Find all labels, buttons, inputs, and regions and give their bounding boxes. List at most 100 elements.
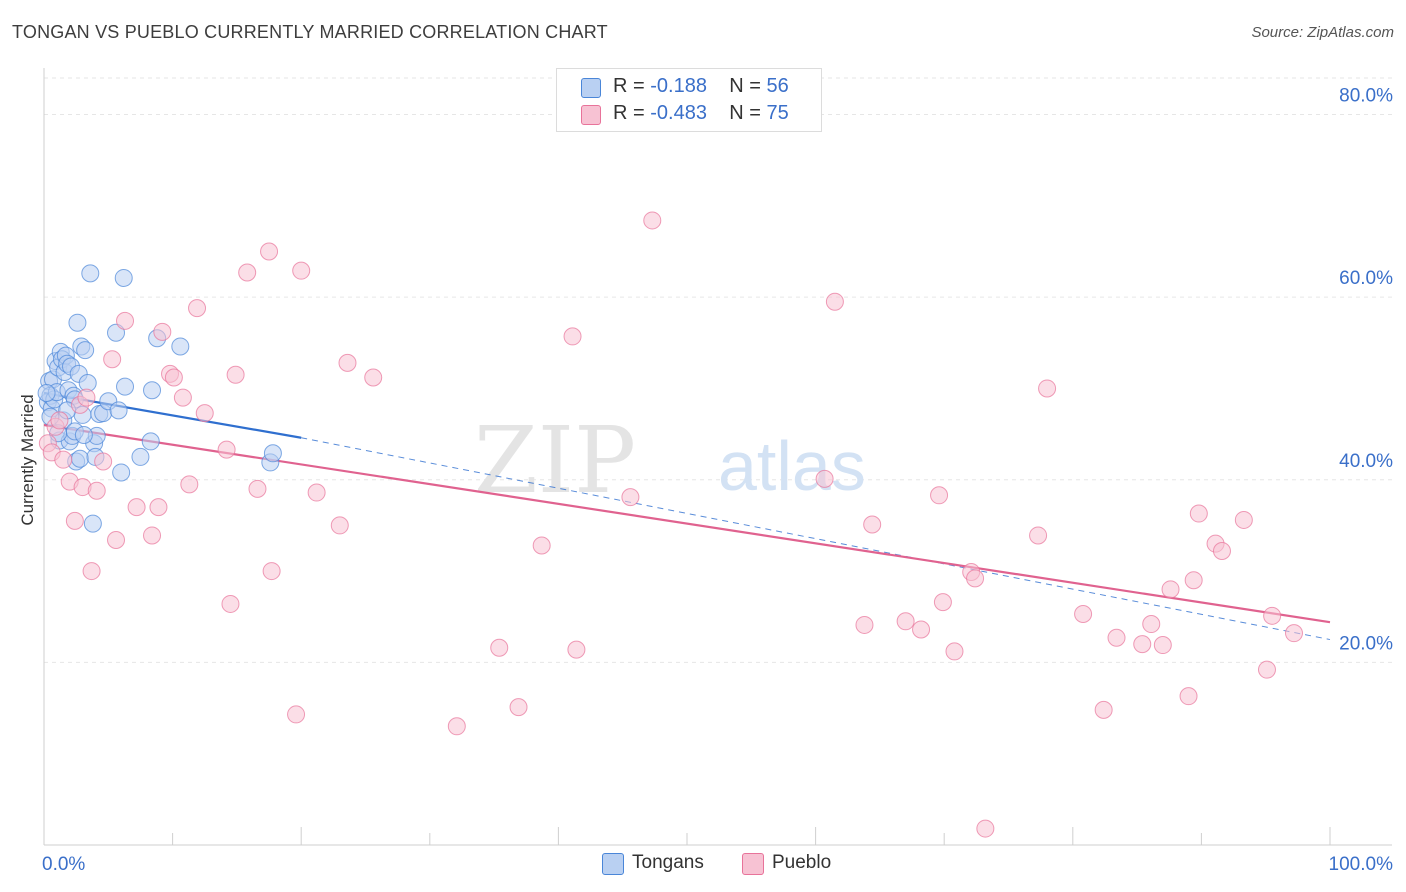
n-value: 56 <box>766 75 789 97</box>
point-pueblo <box>1094 700 1113 719</box>
point-pueblo <box>1184 571 1203 590</box>
stats-legend: R = -0.188 N = 56 R = -0.483 N = 75 <box>556 68 822 132</box>
point-pueblo <box>930 486 949 505</box>
point-pueblo <box>292 261 311 280</box>
point-pueblo <box>338 353 357 372</box>
point-pueblo <box>563 327 582 346</box>
point-pueblo <box>933 593 952 612</box>
point-pueblo <box>149 498 168 517</box>
r-value: -0.188 <box>650 75 707 97</box>
y-tick-label: 60.0% <box>1339 268 1393 289</box>
legend-text-pueblo: R = -0.483 N = 75 <box>613 102 789 125</box>
point-pueblo <box>1189 504 1208 523</box>
point-tongans <box>131 447 150 466</box>
source-credit: Source: ZipAtlas.com <box>1251 24 1394 41</box>
point-pueblo <box>143 526 162 545</box>
point-pueblo <box>1234 510 1253 529</box>
point-pueblo <box>330 516 349 535</box>
point-pueblo <box>1284 624 1303 643</box>
point-pueblo <box>621 488 640 507</box>
n-value: 75 <box>766 102 789 124</box>
point-pueblo <box>1161 580 1180 599</box>
point-tongans <box>114 268 133 287</box>
point-pueblo <box>153 322 172 341</box>
point-pueblo <box>54 450 73 469</box>
watermark-atlas: atlas <box>718 427 866 505</box>
point-pueblo <box>1179 687 1198 706</box>
point-pueblo <box>262 562 281 581</box>
legend-swatch-tongans <box>581 78 601 98</box>
r-value: -0.483 <box>650 102 707 124</box>
point-pueblo <box>896 612 915 631</box>
data-points <box>37 211 1303 838</box>
point-pueblo <box>1142 615 1161 634</box>
point-pueblo <box>127 498 146 517</box>
point-tongans <box>76 341 95 360</box>
point-pueblo <box>287 705 306 724</box>
point-pueblo <box>815 469 834 488</box>
point-pueblo <box>567 640 586 659</box>
point-pueblo <box>1153 636 1172 655</box>
point-pueblo <box>188 299 207 318</box>
y-axis-title: Currently Married <box>18 394 37 526</box>
watermark-zip: ZIP <box>474 407 636 514</box>
point-tongans <box>143 381 162 400</box>
point-pueblo <box>82 562 101 581</box>
bottom-legend-swatch-pueblo <box>742 853 764 875</box>
point-pueblo <box>825 292 844 311</box>
y-tick-label: 80.0% <box>1339 86 1393 107</box>
point-pueblo <box>912 620 931 639</box>
watermark: ZIP atlas <box>474 407 866 514</box>
x-tick-label: 100.0% <box>1329 854 1394 875</box>
point-pueblo <box>364 368 383 387</box>
point-tongans <box>116 377 135 396</box>
point-pueblo <box>173 388 192 407</box>
point-pueblo <box>1074 604 1093 623</box>
point-pueblo <box>226 365 245 384</box>
point-tongans <box>68 313 87 332</box>
y-tick-label: 40.0% <box>1339 451 1393 472</box>
point-pueblo <box>532 536 551 555</box>
point-pueblo <box>1212 541 1231 560</box>
point-pueblo <box>77 388 96 407</box>
point-pueblo <box>966 569 985 588</box>
point-pueblo <box>94 452 113 471</box>
point-pueblo <box>248 479 267 498</box>
point-pueblo <box>180 475 199 494</box>
n-label: N = <box>729 75 761 97</box>
point-pueblo <box>1133 635 1152 654</box>
point-tongans <box>71 449 90 468</box>
x-tick-label: 0.0% <box>42 854 85 875</box>
legend-swatch-pueblo <box>581 105 601 125</box>
point-pueblo <box>945 642 964 661</box>
chart-title: TONGAN VS PUEBLO CURRENTLY MARRIED CORRE… <box>12 22 608 42</box>
point-tongans <box>83 514 102 533</box>
point-pueblo <box>217 440 236 459</box>
n-label: N = <box>729 102 761 124</box>
bottom-legend-swatch-tongans <box>602 853 624 875</box>
point-pueblo <box>976 819 995 838</box>
point-pueblo <box>855 615 874 634</box>
point-tongans <box>37 384 56 403</box>
point-tongans <box>112 463 131 482</box>
r-label: R = <box>613 102 645 124</box>
point-pueblo <box>1257 660 1276 679</box>
point-pueblo <box>447 717 466 736</box>
point-pueblo <box>1029 526 1048 545</box>
point-tongans <box>263 444 282 463</box>
trend-line-tongans-extension <box>301 437 1331 641</box>
point-tongans <box>81 264 100 283</box>
point-pueblo <box>87 481 106 500</box>
point-pueblo <box>1263 606 1282 625</box>
point-pueblo <box>490 638 509 657</box>
point-pueblo <box>65 511 84 530</box>
trend-line-pueblo <box>43 423 1331 624</box>
point-tongans <box>109 401 128 420</box>
point-tongans <box>74 426 93 445</box>
legend-text-tongans: R = -0.188 N = 56 <box>613 75 789 98</box>
point-pueblo <box>643 211 662 230</box>
point-pueblo <box>307 483 326 502</box>
point-pueblo <box>1107 628 1126 647</box>
point-pueblo <box>107 531 126 550</box>
